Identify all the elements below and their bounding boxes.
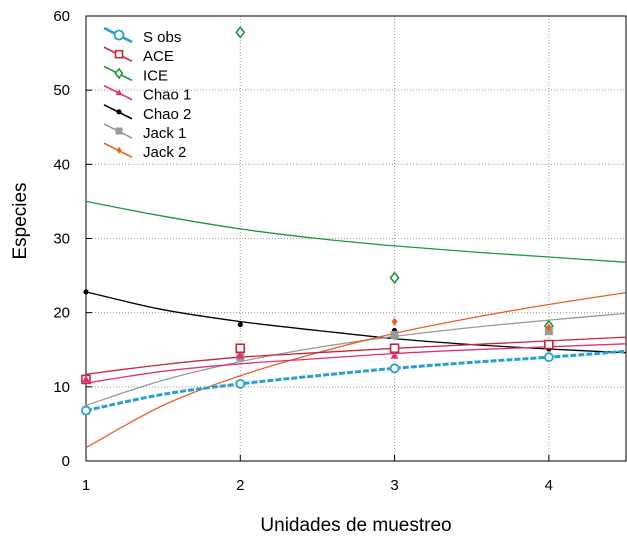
legend-label: Jack 1 bbox=[143, 125, 186, 142]
jack-2-point bbox=[545, 323, 552, 332]
legend-label: Chao 2 bbox=[143, 106, 191, 123]
ice-point bbox=[235, 26, 246, 39]
s-obs-point bbox=[81, 405, 91, 416]
ice-point bbox=[389, 271, 400, 285]
legend-marker bbox=[115, 89, 123, 96]
legend-marker bbox=[114, 49, 124, 59]
y-tick-label: 30 bbox=[53, 231, 70, 248]
legend-marker bbox=[115, 127, 123, 135]
chao-1-point bbox=[236, 351, 245, 359]
jack-2-point bbox=[391, 317, 398, 326]
s-obs-point bbox=[543, 352, 554, 363]
legend-item-chao-2: Chao 2 bbox=[103, 104, 191, 123]
legend: S obs ACE ICE Chao 1 Chao 2 Jack 1 Jack 2 bbox=[103, 26, 191, 161]
s-obs-point bbox=[235, 378, 246, 389]
legend-label: Jack 2 bbox=[143, 144, 186, 161]
y-tick-label: 50 bbox=[53, 82, 70, 99]
legend-marker bbox=[116, 146, 122, 154]
s-obs-point bbox=[389, 363, 400, 374]
jack-2-curve bbox=[85, 291, 627, 449]
jack-1-point bbox=[390, 330, 399, 339]
y-tick-label: 20 bbox=[53, 305, 70, 322]
x-tick-label: 3 bbox=[390, 477, 398, 494]
legend-label: S obs bbox=[143, 29, 181, 46]
legend-item-ace: ACE bbox=[103, 46, 174, 65]
legend-label: Chao 1 bbox=[143, 87, 191, 104]
s-obs-curve bbox=[85, 349, 627, 413]
legend-marker bbox=[114, 67, 124, 80]
legend-item-chao-1: Chao 1 bbox=[103, 84, 191, 104]
legend-item-jack-1: Jack 1 bbox=[103, 123, 186, 142]
y-tick-label: 40 bbox=[53, 156, 70, 173]
chao-1-point bbox=[390, 351, 399, 359]
ace-curve bbox=[85, 336, 627, 375]
legend-item-ice: ICE bbox=[103, 65, 168, 84]
y-tick-label: 0 bbox=[62, 453, 70, 470]
x-axis-title: Unidades de muestreo bbox=[260, 515, 451, 536]
jack-1-curve bbox=[85, 312, 627, 407]
legend-marker bbox=[116, 109, 122, 115]
ace-point bbox=[235, 343, 246, 354]
data-points bbox=[81, 26, 554, 416]
chao-2-point bbox=[237, 321, 243, 328]
y-tick-label: 10 bbox=[53, 379, 70, 396]
legend-item-s-obs: S obs bbox=[103, 26, 181, 46]
y-tick-label: 60 bbox=[53, 8, 70, 25]
ace-point bbox=[389, 343, 400, 354]
x-tick-label: 2 bbox=[236, 477, 244, 494]
ice-curve bbox=[85, 200, 627, 263]
chao-1-point bbox=[82, 375, 90, 383]
x-tick-label: 4 bbox=[545, 477, 553, 494]
y-axis-title: Especies bbox=[10, 182, 31, 259]
legend-marker bbox=[113, 29, 125, 41]
chao-2-point bbox=[83, 289, 89, 295]
legend-label: ICE bbox=[143, 67, 168, 84]
x-tick-label: 1 bbox=[82, 477, 90, 494]
ace-point bbox=[544, 339, 554, 350]
chao-2-curve bbox=[85, 291, 627, 354]
legend-label: ACE bbox=[143, 48, 174, 65]
fitted-curves bbox=[85, 200, 627, 449]
legend-item-jack-2: Jack 2 bbox=[103, 142, 186, 161]
chao-1-curve bbox=[85, 343, 627, 384]
